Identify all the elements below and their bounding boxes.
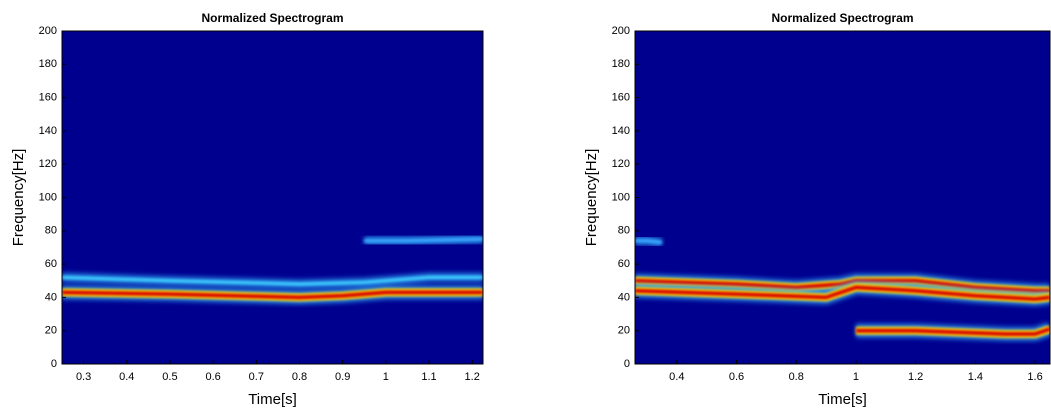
x-tick-label: 0.4 <box>119 371 134 383</box>
x-tick-label: 0.6 <box>205 371 220 383</box>
ridges <box>635 236 1050 342</box>
x-tick-label: 1.6 <box>1027 371 1042 383</box>
y-axis-label: Frequency[Hz] <box>583 149 600 247</box>
plot-background <box>635 31 1050 364</box>
x-tick-label: 1 <box>853 371 859 383</box>
y-tick-label: 60 <box>45 258 57 270</box>
x-tick-label: 0.8 <box>789 371 804 383</box>
chart-title: Normalized Spectrogram <box>771 11 913 25</box>
ridge <box>635 285 1050 302</box>
x-tick-label: 1.1 <box>421 371 436 383</box>
y-tick-label: 120 <box>39 158 57 170</box>
y-tick-label: 200 <box>612 25 630 37</box>
y-tick-label: 80 <box>45 225 57 237</box>
y-tick-label: 100 <box>39 191 57 203</box>
y-axis-label: Frequency[Hz] <box>10 149 27 247</box>
plot: 0 20 40 60 80 100 120 140 160 180 200 0.3 0.4 0.5 0.6 0… <box>10 11 484 408</box>
x-tick-label: 0.9 <box>335 371 350 383</box>
y-tick-label: 180 <box>612 58 630 70</box>
chart-title: Normalized Spectrogram <box>201 11 343 25</box>
y-tick-label: 100 <box>612 191 630 203</box>
y-tick-label: 140 <box>612 125 630 137</box>
y-tick-label: 60 <box>618 258 630 270</box>
x-tick-label: 0.4 <box>669 371 684 383</box>
x-tick-label: 0.3 <box>76 371 91 383</box>
ridge <box>364 237 483 243</box>
y-tick-label: 20 <box>45 325 57 337</box>
ridge <box>635 239 663 244</box>
x-tick-label: 0.6 <box>729 371 744 383</box>
y-tick-label: 180 <box>39 58 57 70</box>
y-tick-label: 40 <box>45 291 57 303</box>
x-tick-label: 0.7 <box>249 371 264 383</box>
plot: 0 20 40 60 80 100 120 140 160 180 200 0.4 0.6 0.8 1 1.2… <box>583 11 1051 408</box>
ridge <box>62 290 483 300</box>
y-tick-label: 0 <box>624 358 630 370</box>
x-tick-label: 1.2 <box>908 371 923 383</box>
ridge <box>855 327 1050 337</box>
ridge <box>62 275 483 286</box>
x-tick-label: 0.5 <box>162 371 177 383</box>
plot-background <box>62 31 483 364</box>
x-tick-label: 1.4 <box>968 371 983 383</box>
x-tick-label: 0.8 <box>292 371 307 383</box>
y-tick-label: 140 <box>39 125 57 137</box>
y-tick-label: 40 <box>618 291 630 303</box>
x-axis-label: Time[s] <box>818 391 867 408</box>
y-tick-label: 200 <box>39 25 57 37</box>
y-tick-label: 160 <box>612 92 630 104</box>
x-tick-label: 1.2 <box>465 371 480 383</box>
y-tick-label: 80 <box>618 225 630 237</box>
x-axis-label: Time[s] <box>248 391 297 408</box>
y-tick-label: 120 <box>612 158 630 170</box>
y-tick-label: 20 <box>618 325 630 337</box>
ridges <box>62 234 483 334</box>
x-tick-label: 1 <box>383 371 389 383</box>
y-tick-label: 160 <box>39 92 57 104</box>
y-tick-label: 0 <box>51 358 57 370</box>
